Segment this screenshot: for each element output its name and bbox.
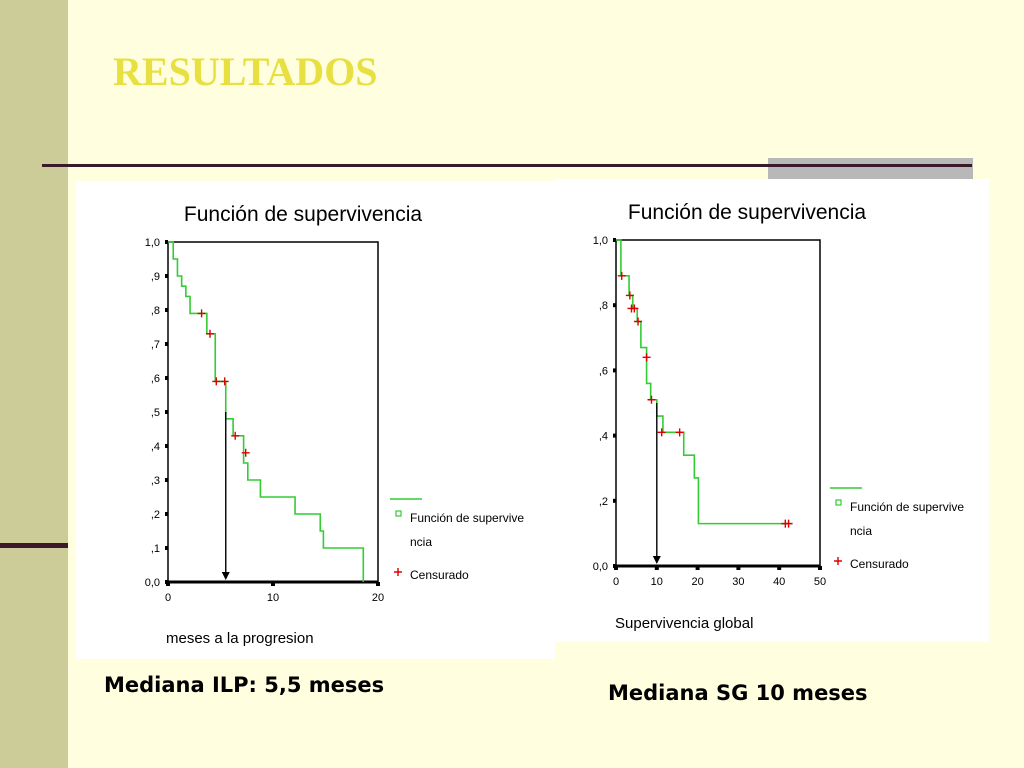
legend-survival-label: Función de supervive xyxy=(850,500,964,514)
legend-censored-label: Censurado xyxy=(410,568,469,582)
x-tick-label: 40 xyxy=(773,576,785,588)
y-tick-label: ,4 xyxy=(599,431,608,443)
y-tick-label: ,3 xyxy=(151,475,160,487)
y-tick-label: 0,0 xyxy=(593,561,608,573)
median-arrowhead xyxy=(652,556,661,564)
y-tick-label: ,2 xyxy=(151,509,160,521)
slide-title: RESULTADOS xyxy=(113,49,378,94)
legend-censored-swatch xyxy=(394,568,402,576)
legend-survival-swatch xyxy=(395,510,402,517)
y-tick-label: ,7 xyxy=(151,339,160,351)
x-tick-mark xyxy=(271,582,275,586)
y-tick-mark xyxy=(165,478,168,482)
side-accent-bar xyxy=(0,0,68,768)
legend-survival-label-cont: ncia xyxy=(850,524,872,538)
chart-title: Función de supervivencia xyxy=(628,201,866,224)
x-axis-label: Supervivencia global xyxy=(615,615,753,632)
y-tick-label: 0,0 xyxy=(145,577,160,589)
title-rule xyxy=(42,164,972,167)
x-tick-mark xyxy=(654,566,659,570)
y-tick-mark xyxy=(165,308,168,312)
censored-mark xyxy=(634,317,643,326)
y-tick-mark xyxy=(165,240,168,244)
y-tick-mark xyxy=(165,512,168,516)
y-tick-label: ,1 xyxy=(151,543,160,555)
survival-curve-line xyxy=(616,239,792,525)
censored-mark xyxy=(625,291,634,300)
legend-survival-label: Función de supervive xyxy=(410,511,524,525)
x-tick-mark xyxy=(818,566,822,570)
x-tick-mark xyxy=(614,566,618,570)
censored-mark xyxy=(647,395,656,404)
legend-survival-label-cont: ncia xyxy=(410,535,432,549)
censored-mark xyxy=(784,519,793,528)
censored-mark xyxy=(617,271,626,280)
x-tick-label: 10 xyxy=(267,592,279,604)
x-tick-mark xyxy=(736,566,741,570)
censored-mark xyxy=(206,329,214,338)
x-tick-label: 20 xyxy=(372,592,384,604)
y-tick-label: ,9 xyxy=(151,271,160,283)
x-tick-label: 20 xyxy=(691,576,703,588)
x-tick-mark xyxy=(777,566,782,570)
censored-mark xyxy=(675,428,684,437)
y-tick-label: 1,0 xyxy=(145,237,160,249)
censored-mark xyxy=(220,377,229,386)
x-tick-label: 10 xyxy=(651,576,663,588)
censored-mark xyxy=(630,304,639,313)
x-tick-mark xyxy=(695,566,700,570)
censored-mark xyxy=(231,431,240,440)
y-tick-label: 1,0 xyxy=(593,235,608,247)
censored-mark xyxy=(657,428,666,437)
y-tick-mark xyxy=(613,433,616,438)
y-tick-mark xyxy=(165,410,168,414)
chart-panel-progression xyxy=(76,181,555,659)
censored-mark xyxy=(212,377,221,386)
legend-censored-label: Censurado xyxy=(850,557,909,571)
y-tick-mark xyxy=(613,303,616,308)
y-tick-mark xyxy=(165,546,168,550)
y-tick-label: ,2 xyxy=(599,496,608,508)
legend-survival-swatch xyxy=(835,499,842,506)
x-tick-mark xyxy=(376,582,380,586)
x-axis-label: meses a la progresion xyxy=(166,630,314,647)
y-tick-mark xyxy=(165,444,168,448)
x-tick-label: 0 xyxy=(613,576,619,588)
x-tick-label: 0 xyxy=(165,592,171,604)
x-tick-label: 50 xyxy=(814,576,826,588)
y-tick-mark xyxy=(613,498,616,503)
y-tick-label: ,6 xyxy=(599,365,608,377)
side-accent-divider xyxy=(0,543,68,548)
y-tick-label: ,8 xyxy=(151,305,160,317)
legend-censored-swatch xyxy=(834,557,842,565)
caption-median-pfs: Mediana ILP: 5,5 meses xyxy=(104,673,385,697)
title-rule-accent xyxy=(768,158,973,179)
y-tick-label: ,6 xyxy=(151,373,160,385)
median-arrowhead xyxy=(221,572,230,580)
y-tick-mark xyxy=(165,342,168,346)
x-tick-mark xyxy=(166,582,170,586)
censored-mark xyxy=(642,353,651,362)
censored-mark xyxy=(197,309,206,318)
chart-title: Función de supervivencia xyxy=(184,203,422,226)
y-tick-label: ,4 xyxy=(151,441,160,453)
y-tick-mark xyxy=(613,238,616,242)
caption-median-os: Mediana SG 10 meses xyxy=(608,681,868,705)
y-tick-mark xyxy=(613,368,616,373)
y-tick-mark xyxy=(165,376,168,380)
y-tick-label: ,5 xyxy=(151,407,160,419)
y-tick-mark xyxy=(165,274,168,278)
plot-frame xyxy=(615,239,821,567)
censored-mark xyxy=(241,448,250,457)
x-tick-label: 30 xyxy=(732,576,744,588)
y-tick-label: ,8 xyxy=(599,300,608,312)
